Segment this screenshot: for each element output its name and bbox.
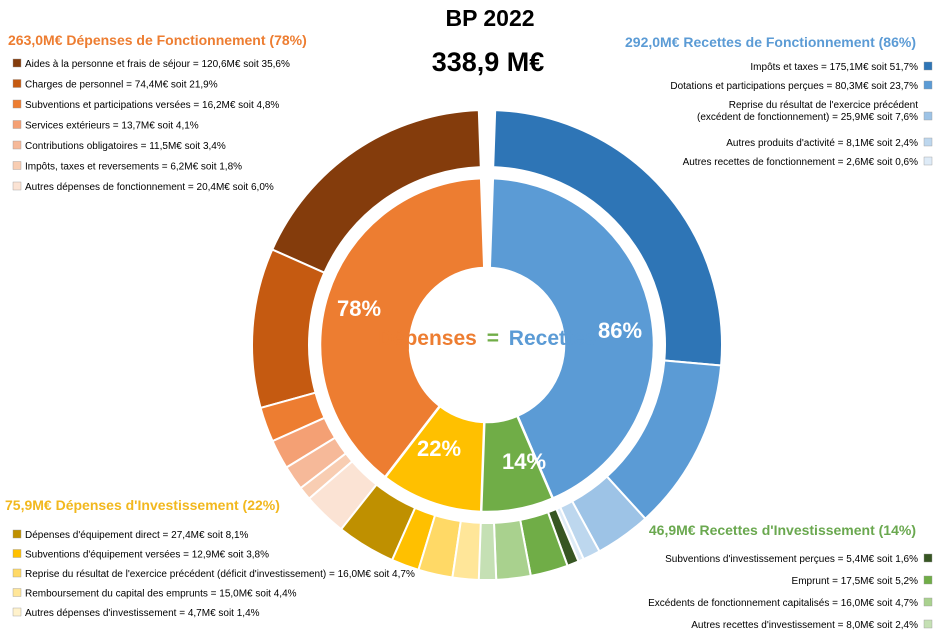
center-equals: =: [487, 327, 499, 350]
center-label: Dépenses = Recettes: [378, 327, 597, 350]
leg-dep-inv-label-1: Subventions d'équipement versées = 12,9M…: [25, 550, 269, 561]
leg-rec-fonct-label-3: Autres produits d'activité = 8,1M€ soit …: [726, 138, 918, 149]
leg-rec-inv-swatch-3: [923, 619, 933, 629]
leg-rec-fonct-label-2: Reprise du résultat de l'exercice précéd…: [729, 100, 918, 111]
leg-dep-fonct-swatch-2: [12, 99, 22, 109]
leg-rec-inv-swatch-1: [923, 575, 933, 585]
leg-rec-inv-swatch-2: [923, 597, 933, 607]
leg-dep-inv-swatch-0: [12, 529, 22, 539]
leg-rec-fonct-label-2-1: (excédent de fonctionnement) = 25,9M€ so…: [697, 112, 918, 123]
outer-depenses-slice-1: [251, 248, 326, 410]
leg-dep-inv-swatch-3: [12, 588, 22, 597]
leg-rec-fonct-swatch-4: [923, 156, 933, 166]
center-recettes: Recettes: [509, 327, 597, 350]
leg-rec-fonct-swatch-0: [923, 61, 933, 71]
recettes-pct-0: 86%: [598, 318, 642, 343]
chart-total: 338,9 M€: [432, 47, 545, 77]
leg-rec-fonct-swatch-3: [923, 137, 933, 147]
leg-dep-inv-label-4: Autres dépenses d'investissement = 4,7M€…: [25, 608, 260, 619]
leg-rec-inv-label-2: Excédents de fonctionnement capitalisés …: [648, 598, 918, 609]
leg-rec-fonct-label-4: Autres recettes de fonctionnement = 2,6M…: [683, 157, 919, 168]
leg-rec-inv-label-3: Autres recettes d'investissement = 8,0M€…: [691, 620, 918, 631]
leg-dep-inv-title: 75,9M€ Dépenses d'Investissement (22%): [5, 497, 280, 513]
leg-dep-fonct-title: 263,0M€ Dépenses de Fonctionnement (78%): [8, 32, 307, 48]
leg-dep-fonct-swatch-3: [12, 120, 22, 129]
leg-rec-fonct-title: 292,0M€ Recettes de Fonctionnement (86%): [625, 34, 916, 50]
leg-dep-inv-swatch-2: [12, 568, 22, 578]
leg-dep-fonct-swatch-4: [12, 140, 22, 150]
inner-recettes-slice-0: [488, 176, 656, 501]
chart-title: BP 2022: [445, 5, 534, 31]
leg-dep-inv-label-3: Remboursement du capital des emprunts = …: [25, 589, 297, 600]
leg-dep-fonct-swatch-6: [12, 181, 22, 191]
leg-rec-fonct-label-0: Impôts et taxes = 175,1M€ soit 51,7%: [750, 62, 918, 73]
leg-dep-fonct-label-2: Subventions et participations versées = …: [25, 100, 279, 111]
leg-dep-fonct-label-6: Autres dépenses de fonctionnement = 20,4…: [25, 182, 274, 193]
leg-rec-fonct-label-1: Dotations et participations perçues = 80…: [670, 81, 918, 92]
leg-dep-fonct-swatch-1: [12, 79, 22, 88]
leg-rec-fonct-swatch-1: [923, 80, 933, 90]
leg-dep-fonct-label-0: Aides à la personne et frais de séjour =…: [25, 59, 290, 70]
leg-rec-inv-label-1: Emprunt = 17,5M€ soit 5,2%: [792, 576, 919, 587]
leg-dep-fonct-label-5: Impôts, taxes et reversements = 6,2M€ so…: [25, 162, 242, 173]
leg-dep-inv-label-0: Dépenses d'équipement direct = 27,4M€ so…: [25, 530, 249, 541]
leg-dep-inv-swatch-4: [12, 607, 22, 617]
leg-rec-inv-title: 46,9M€ Recettes d'Investissement (14%): [649, 522, 916, 538]
inner-depenses-slice-0: [318, 176, 486, 480]
leg-dep-fonct-label-4: Contributions obligatoires = 11,5M€ soit…: [25, 141, 226, 152]
leg-dep-fonct-label-3: Services extérieurs = 13,7M€ soit 4,1%: [25, 121, 199, 132]
legends: 263,0M€ Dépenses de Fonctionnement (78%)…: [5, 32, 933, 631]
leg-dep-fonct-swatch-0: [12, 58, 22, 68]
leg-dep-inv-label-2: Reprise du résultat de l'exercice précéd…: [25, 569, 415, 580]
leg-dep-fonct-label-1: Charges de personnel = 74,4M€ soit 21,9%: [25, 80, 218, 91]
outer-recettes-slice-8: [477, 521, 498, 581]
recettes-pct-1: 14%: [502, 449, 546, 474]
depenses-pct-0: 78%: [337, 296, 381, 321]
leg-dep-fonct-swatch-5: [12, 161, 22, 170]
leg-rec-inv-label-0: Subventions d'investissement perçues = 5…: [665, 554, 918, 565]
rings: 78% 22% 86% 14%: [251, 109, 723, 581]
inner-recettes-slice-1: [479, 414, 555, 514]
leg-rec-fonct-swatch-2: [923, 111, 933, 121]
leg-dep-inv-swatch-1: [12, 549, 22, 558]
leg-rec-inv-swatch-0: [923, 553, 933, 563]
depenses-pct-1: 22%: [417, 436, 461, 461]
center-depenses: Dépenses: [378, 327, 477, 350]
